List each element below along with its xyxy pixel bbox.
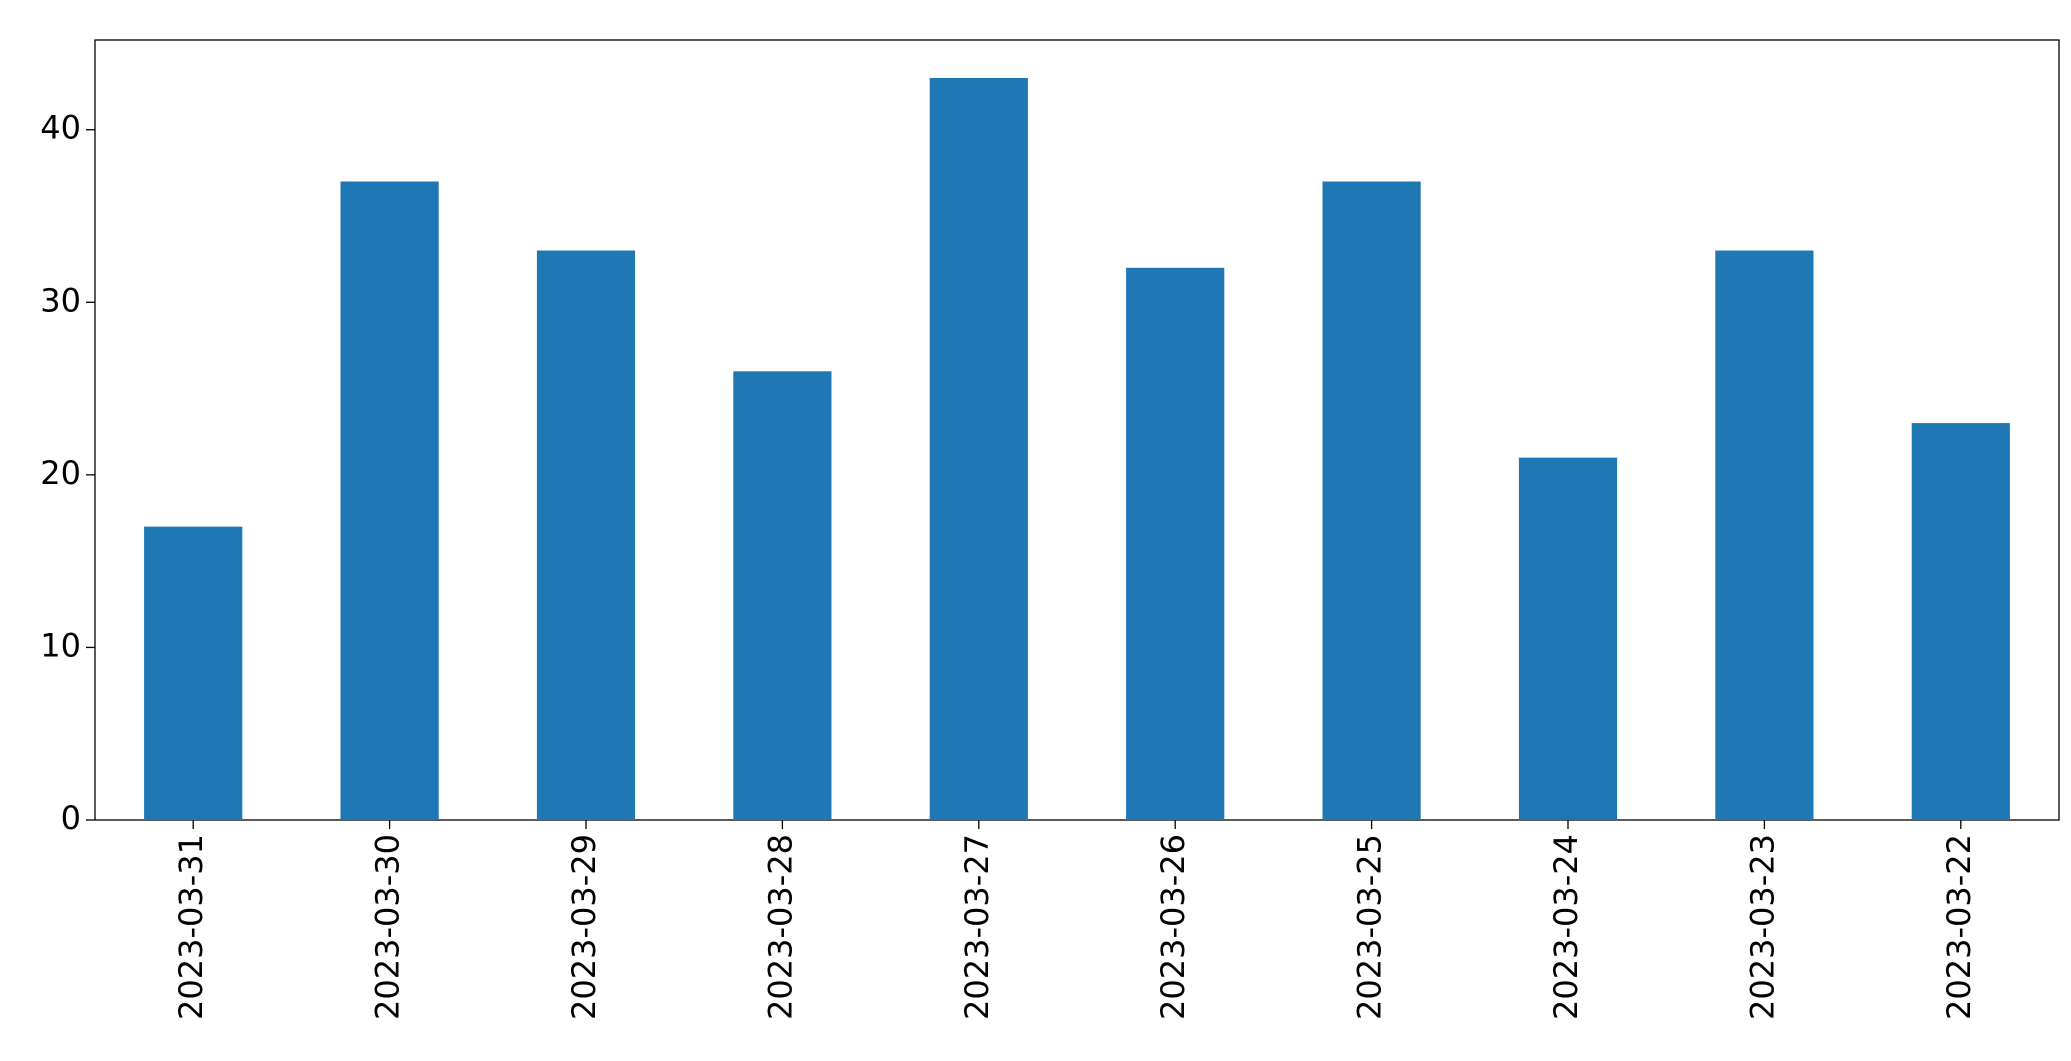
x-tick-label: 2023-03-26 — [1154, 834, 1192, 1020]
x-tick-label: 2023-03-25 — [1351, 834, 1389, 1020]
x-tick-label: 2023-03-29 — [565, 834, 603, 1020]
bar — [536, 250, 636, 820]
bar — [929, 77, 1028, 820]
x-tick-label: 2023-03-24 — [1547, 834, 1585, 1020]
y-tick-label: 20 — [40, 454, 81, 492]
x-tick-label: 2023-03-23 — [1743, 834, 1781, 1020]
y-tick-label: 40 — [40, 109, 81, 147]
bar — [1322, 181, 1421, 821]
bar — [1518, 457, 1618, 820]
bar — [1715, 250, 1814, 820]
y-tick-label: 0 — [61, 799, 81, 837]
bar — [1911, 423, 2010, 820]
bar — [733, 371, 832, 820]
plot-frame — [94, 39, 2060, 821]
bar — [144, 526, 243, 820]
y-tick-label: 30 — [40, 281, 81, 319]
bar — [340, 181, 439, 821]
bar — [1126, 267, 1225, 820]
x-tick-label: 2023-03-30 — [369, 834, 407, 1020]
x-tick-label: 2023-03-27 — [958, 834, 996, 1020]
x-tick-label: 2023-03-31 — [172, 834, 210, 1020]
x-tick-label: 2023-03-22 — [1940, 834, 1978, 1020]
y-tick-label: 10 — [40, 626, 81, 664]
x-tick-label: 2023-03-28 — [761, 834, 799, 1020]
